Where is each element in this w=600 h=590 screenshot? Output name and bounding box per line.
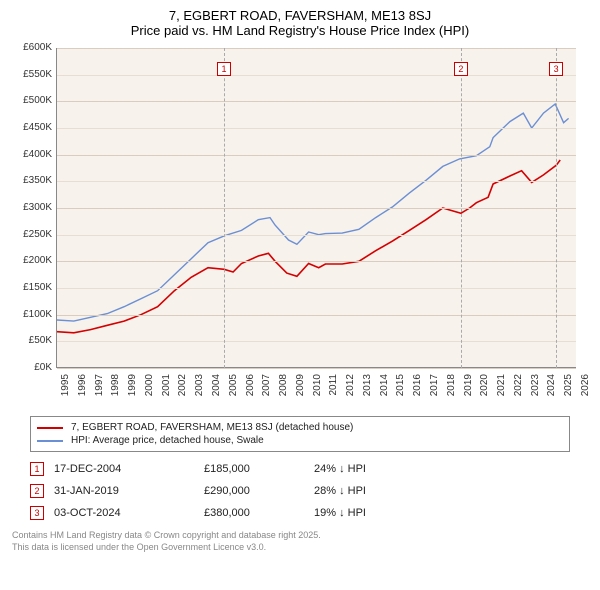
x-tick-label: 2012 xyxy=(345,374,356,404)
y-tick-label: £50K xyxy=(12,335,52,346)
x-tick-label: 2021 xyxy=(496,374,507,404)
transaction-marker: 1 xyxy=(30,462,44,476)
x-tick-label: 2002 xyxy=(177,374,188,404)
gridline xyxy=(57,235,576,236)
y-tick-label: £0K xyxy=(12,362,52,373)
chart-container: 7, EGBERT ROAD, FAVERSHAM, ME13 8SJ Pric… xyxy=(0,0,600,590)
legend-swatch xyxy=(37,440,63,442)
x-tick-label: 2023 xyxy=(530,374,541,404)
y-tick-label: £550K xyxy=(12,69,52,80)
transaction-date: 03-OCT-2024 xyxy=(54,507,194,519)
marker-box: 2 xyxy=(454,62,468,76)
gridline xyxy=(57,128,576,129)
gridline xyxy=(57,208,576,209)
x-tick-label: 2006 xyxy=(245,374,256,404)
y-tick-label: £100K xyxy=(12,309,52,320)
x-tick-label: 2022 xyxy=(513,374,524,404)
gridline xyxy=(57,181,576,182)
marker-line xyxy=(224,48,225,368)
transaction-row: 2 31-JAN-2019 £290,000 28% ↓ HPI xyxy=(30,480,570,502)
y-tick-label: £350K xyxy=(12,175,52,186)
footer-line1: Contains HM Land Registry data © Crown c… xyxy=(12,530,588,542)
legend-label: HPI: Average price, detached house, Swal… xyxy=(71,435,264,446)
legend: 7, EGBERT ROAD, FAVERSHAM, ME13 8SJ (det… xyxy=(30,416,570,452)
transaction-price: £380,000 xyxy=(204,507,304,519)
gridline xyxy=(57,315,576,316)
x-tick-label: 2017 xyxy=(429,374,440,404)
x-tick-label: 2011 xyxy=(328,374,339,404)
marker-box: 1 xyxy=(217,62,231,76)
marker-line xyxy=(556,48,557,368)
gridline xyxy=(57,368,576,369)
transaction-diff: 19% ↓ HPI xyxy=(314,507,434,519)
legend-row: HPI: Average price, detached house, Swal… xyxy=(37,434,563,447)
y-tick-label: £150K xyxy=(12,282,52,293)
x-tick-label: 1997 xyxy=(94,374,105,404)
y-tick-label: £200K xyxy=(12,255,52,266)
x-tick-label: 2025 xyxy=(563,374,574,404)
gridline xyxy=(57,101,576,102)
transaction-diff: 28% ↓ HPI xyxy=(314,485,434,497)
x-tick-label: 2005 xyxy=(228,374,239,404)
series-price_paid xyxy=(57,160,560,333)
x-tick-label: 2026 xyxy=(580,374,591,404)
title-block: 7, EGBERT ROAD, FAVERSHAM, ME13 8SJ Pric… xyxy=(12,8,588,38)
gridline xyxy=(57,75,576,76)
y-tick-label: £300K xyxy=(12,202,52,213)
title-address: 7, EGBERT ROAD, FAVERSHAM, ME13 8SJ xyxy=(12,8,588,23)
x-tick-label: 2007 xyxy=(261,374,272,404)
transaction-diff: 24% ↓ HPI xyxy=(314,463,434,475)
x-tick-label: 2019 xyxy=(463,374,474,404)
y-tick-label: £450K xyxy=(12,122,52,133)
x-tick-label: 2010 xyxy=(312,374,323,404)
transaction-row: 3 03-OCT-2024 £380,000 19% ↓ HPI xyxy=(30,502,570,524)
transaction-price: £290,000 xyxy=(204,485,304,497)
x-tick-label: 2015 xyxy=(395,374,406,404)
gridline xyxy=(57,48,576,49)
gridline xyxy=(57,261,576,262)
x-tick-label: 2013 xyxy=(362,374,373,404)
marker-line xyxy=(461,48,462,368)
transaction-marker: 3 xyxy=(30,506,44,520)
x-tick-label: 2000 xyxy=(144,374,155,404)
x-tick-label: 2020 xyxy=(479,374,490,404)
plot-area: 1 2 3 xyxy=(56,48,576,368)
x-tick-label: 2016 xyxy=(412,374,423,404)
transaction-row: 1 17-DEC-2004 £185,000 24% ↓ HPI xyxy=(30,458,570,480)
y-tick-label: £400K xyxy=(12,149,52,160)
x-tick-label: 1999 xyxy=(127,374,138,404)
x-tick-label: 1998 xyxy=(110,374,121,404)
x-tick-label: 2008 xyxy=(278,374,289,404)
legend-label: 7, EGBERT ROAD, FAVERSHAM, ME13 8SJ (det… xyxy=(71,422,353,433)
transaction-price: £185,000 xyxy=(204,463,304,475)
transaction-list: 1 17-DEC-2004 £185,000 24% ↓ HPI 2 31-JAN-201… xyxy=(30,458,570,524)
x-tick-label: 2003 xyxy=(194,374,205,404)
x-tick-label: 2009 xyxy=(295,374,306,404)
gridline xyxy=(57,341,576,342)
y-tick-label: £500K xyxy=(12,95,52,106)
footer-attribution: Contains HM Land Registry data © Crown c… xyxy=(12,530,588,553)
x-tick-label: 2018 xyxy=(446,374,457,404)
y-tick-label: £600K xyxy=(12,42,52,53)
chart: 1 2 3 £0K £50K £100K £150K £200K £250K £300K £350… xyxy=(12,42,588,412)
transaction-date: 17-DEC-2004 xyxy=(54,463,194,475)
title-subtitle: Price paid vs. HM Land Registry's House … xyxy=(12,23,588,38)
x-tick-label: 2024 xyxy=(546,374,557,404)
x-tick-label: 1996 xyxy=(77,374,88,404)
legend-swatch xyxy=(37,427,63,429)
marker-box: 3 xyxy=(549,62,563,76)
x-tick-label: 1995 xyxy=(60,374,71,404)
transaction-date: 31-JAN-2019 xyxy=(54,485,194,497)
gridline xyxy=(57,288,576,289)
legend-row: 7, EGBERT ROAD, FAVERSHAM, ME13 8SJ (det… xyxy=(37,421,563,434)
x-tick-label: 2001 xyxy=(161,374,172,404)
footer-line2: This data is licensed under the Open Gov… xyxy=(12,542,588,554)
x-tick-label: 2004 xyxy=(211,374,222,404)
gridline xyxy=(57,155,576,156)
y-tick-label: £250K xyxy=(12,229,52,240)
x-tick-label: 2014 xyxy=(379,374,390,404)
transaction-marker: 2 xyxy=(30,484,44,498)
